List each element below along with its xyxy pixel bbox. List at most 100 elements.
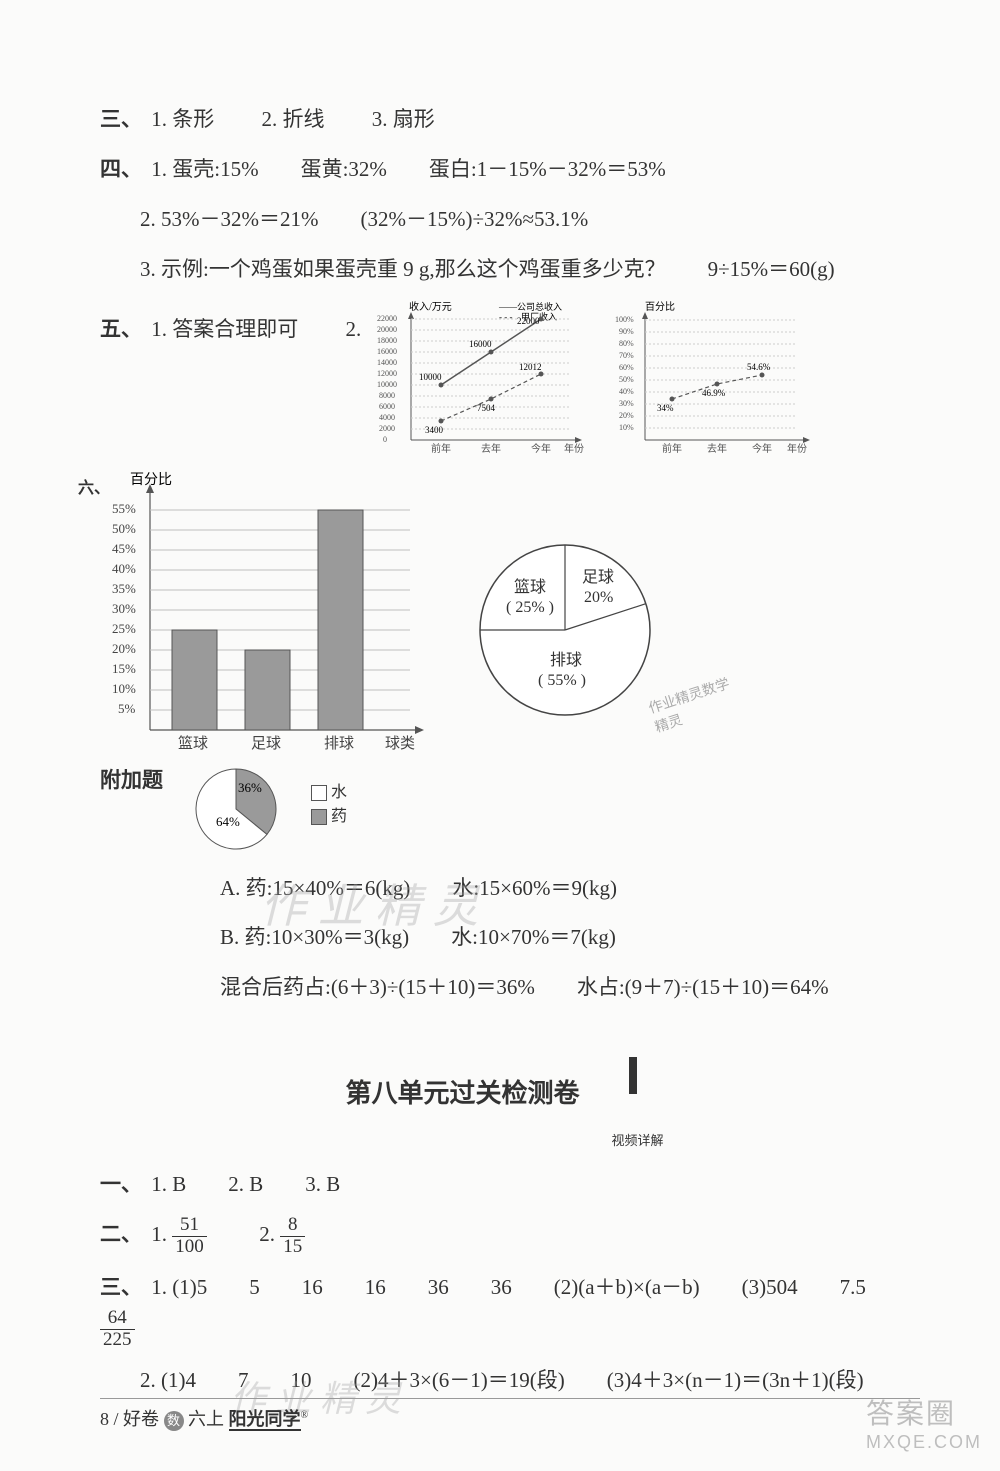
sec4-label: 四、 — [100, 150, 146, 190]
svg-text:10%: 10% — [112, 681, 136, 696]
footer-badge: 数 — [164, 1411, 184, 1431]
svg-text:50%: 50% — [112, 521, 136, 536]
sec3-i1: 1. 条形 — [151, 107, 214, 131]
svg-text:前年: 前年 — [431, 442, 451, 455]
svg-text:7504: 7504 — [477, 403, 496, 413]
svg-text:20%: 20% — [584, 589, 613, 606]
svg-text:12012: 12012 — [519, 362, 542, 372]
chart-percent: 百分比 10%20%30% 40%50%60% 70%80%90% 100% — [607, 300, 817, 464]
svg-text:30%: 30% — [619, 399, 634, 408]
svg-text:20000: 20000 — [377, 325, 397, 334]
qr-icon — [598, 1061, 668, 1131]
svg-text:0: 0 — [383, 435, 387, 444]
svg-text:年份: 年份 — [564, 442, 584, 455]
svg-text:25%: 25% — [112, 621, 136, 636]
svg-text:36%: 36% — [238, 780, 262, 795]
sec5-t1: 1. 答案合理即可 — [151, 317, 298, 341]
sec4-l3: 3. 示例:一个鸡蛋如果蛋壳重 9 g,那么这个鸡蛋重多少克？ 9÷15%＝60… — [100, 250, 920, 290]
svg-text:50%: 50% — [619, 375, 634, 384]
svg-text:8000: 8000 — [379, 391, 395, 400]
svg-text:70%: 70% — [619, 351, 634, 360]
svg-text:12000: 12000 — [377, 369, 397, 378]
section-3: 三、 1. 条形 2. 折线 3. 扇形 — [100, 100, 920, 140]
svg-text:2000: 2000 — [379, 424, 395, 433]
section-5: 五、 1. 答案合理即可 2. 收入/万元 —— 公司总收入 - - - 甲厂收… — [100, 300, 920, 464]
corner-watermark: 答案圈 MXQE.COM — [866, 1392, 982, 1453]
svg-text:45%: 45% — [112, 541, 136, 556]
unit8-heading: 第八单元过关检测卷 视频详解 — [100, 1036, 920, 1131]
svg-text:- - -: - - - — [499, 312, 513, 322]
svg-text:16000: 16000 — [377, 347, 397, 356]
footer-text: / 好卷 — [114, 1409, 164, 1429]
svg-text:30%: 30% — [112, 601, 136, 616]
svg-text:百分比: 百分比 — [130, 472, 172, 488]
addon-b: B. 药:10×30%＝3(kg) 水:10×70%＝7(kg) — [100, 918, 920, 958]
svg-text:22000: 22000 — [517, 316, 540, 326]
svg-text:40%: 40% — [112, 561, 136, 576]
svg-text:( 25% ): ( 25% ) — [506, 599, 554, 616]
svg-text:今年: 今年 — [752, 442, 772, 455]
addon-title: 附加题 — [100, 764, 163, 794]
sec3-i3: 3. 扇形 — [372, 107, 435, 131]
addon-section: 附加题 36% 64% 水 药 — [100, 764, 920, 859]
svg-text:排球: 排球 — [550, 651, 582, 669]
svg-text:14000: 14000 — [377, 358, 397, 367]
svg-text:——: —— — [498, 302, 518, 312]
sec3-label: 三、 — [100, 100, 146, 140]
svg-text:足球: 足球 — [582, 568, 614, 586]
section-3b: 三、 1. (1)5 5 16 16 36 36 (2)(a＋b)×(a－b) … — [100, 1268, 920, 1351]
svg-text:年份: 年份 — [787, 442, 807, 455]
svg-text:4000: 4000 — [379, 413, 395, 422]
sec3b-l2: 2. (1)4 7 10 (2)4＋3×(6－1)＝19(段) (3)4＋3×(… — [100, 1361, 920, 1401]
svg-text:64%: 64% — [216, 814, 240, 829]
svg-text:5%: 5% — [118, 701, 136, 716]
svg-text:百分比: 百分比 — [645, 301, 675, 313]
svg-text:55%: 55% — [112, 501, 136, 516]
svg-text:40%: 40% — [619, 387, 634, 396]
chart-income: 收入/万元 —— 公司总收入 - - - 甲厂收入 0 200040006000… — [369, 300, 589, 464]
svg-text:46.9%: 46.9% — [702, 388, 726, 398]
svg-text:公司总收入: 公司总收入 — [517, 301, 562, 312]
svg-text:54.6%: 54.6% — [747, 362, 771, 372]
svg-text:60%: 60% — [619, 363, 634, 372]
svg-text:去年: 去年 — [481, 442, 501, 455]
sec4-l1: 1. 蛋壳:15% 蛋黄:32% 蛋白:1－15%－32%＝53% — [151, 157, 665, 181]
footer-brand: 阳光同学 — [229, 1409, 301, 1431]
footer-page: 8 — [100, 1409, 109, 1429]
page-footer: 8 / 好卷 数 六上 阳光同学® — [100, 1398, 920, 1431]
svg-text:今年: 今年 — [531, 442, 551, 455]
section-6: 六、 百分比 5%10%15% 20%25%30% 35%40%45% 50%5… — [100, 470, 920, 760]
svg-text:3400: 3400 — [425, 425, 444, 435]
svg-text:35%: 35% — [112, 581, 136, 596]
addon-legend: 水 药 — [311, 778, 347, 826]
bar-chart: 百分比 5%10%15% 20%25%30% 35%40%45% 50%55% — [100, 470, 430, 760]
svg-text:( 55% ): ( 55% ) — [538, 672, 586, 689]
addon-a: A. 药:15×40%＝6(kg) 水:15×60%＝9(kg) — [100, 869, 920, 909]
section-1b: 一、 1. B 2. B 3. B — [100, 1165, 920, 1205]
sec3-i2: 2. 折线 — [262, 107, 325, 131]
page: 三、 1. 条形 2. 折线 3. 扇形 四、 1. 蛋壳:15% 蛋黄:32%… — [0, 0, 1000, 1471]
section-4: 四、 1. 蛋壳:15% 蛋黄:32% 蛋白:1－15%－32%＝53% — [100, 150, 920, 190]
svg-text:20%: 20% — [619, 411, 634, 420]
svg-text:10000: 10000 — [377, 380, 397, 389]
addon-c: 混合后药占:(6＋3)÷(15＋10)＝36% 水占:(9＋7)÷(15＋10)… — [100, 968, 920, 1008]
svg-text:20%: 20% — [112, 641, 136, 656]
svg-text:22000: 22000 — [377, 314, 397, 323]
svg-text:90%: 90% — [619, 327, 634, 336]
svg-text:10%: 10% — [619, 423, 634, 432]
svg-text:足球: 足球 — [251, 735, 281, 752]
svg-text:16000: 16000 — [469, 339, 492, 349]
svg-text:篮球: 篮球 — [178, 734, 208, 752]
qr-caption: 视频详解 — [601, 1130, 675, 1149]
svg-text:34%: 34% — [657, 403, 674, 413]
svg-text:18000: 18000 — [377, 336, 397, 345]
svg-text:6000: 6000 — [379, 402, 395, 411]
svg-text:排球: 排球 — [324, 735, 354, 752]
sec5-label: 五、 — [100, 310, 146, 350]
svg-text:10000: 10000 — [419, 372, 442, 382]
svg-text:80%: 80% — [619, 339, 634, 348]
chartA-ylabel: 收入/万元 — [409, 300, 452, 313]
sec6-label: 六、 — [78, 474, 124, 498]
footer-grade: 六上 — [188, 1409, 224, 1429]
pie-chart-mix: 36% 64% — [181, 764, 301, 859]
